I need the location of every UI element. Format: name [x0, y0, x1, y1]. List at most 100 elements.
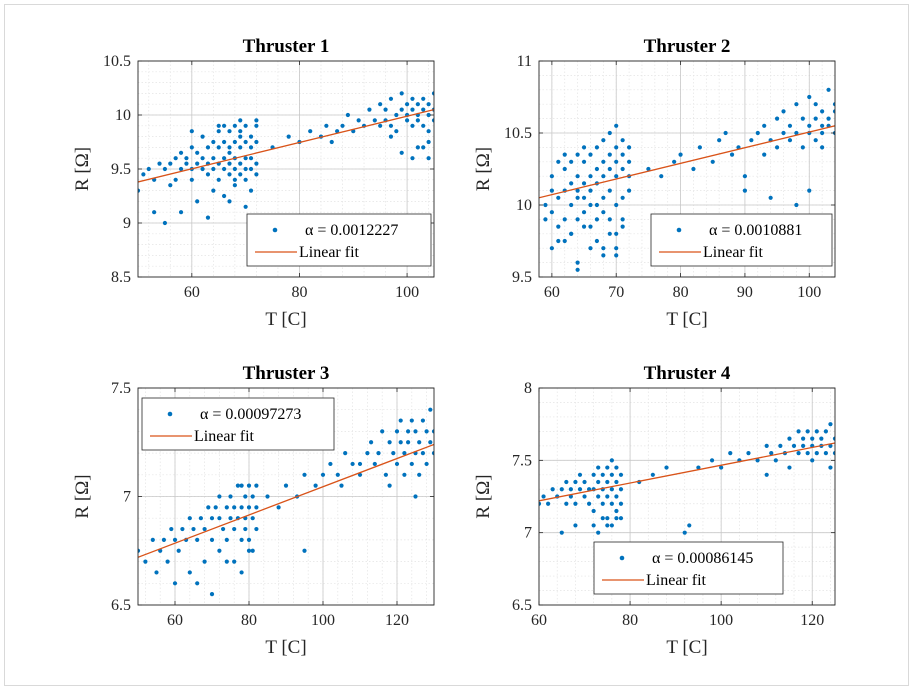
data-point: [550, 487, 555, 492]
data-point: [227, 161, 232, 166]
data-point: [387, 440, 392, 445]
data-point: [575, 195, 580, 200]
legend-marker-scatter: [676, 227, 682, 233]
data-point: [248, 166, 254, 172]
data-point: [787, 465, 792, 470]
data-point: [556, 195, 561, 200]
data-point: [820, 123, 825, 128]
data-point: [729, 152, 735, 157]
data-point: [350, 461, 355, 467]
data-point: [398, 418, 403, 423]
data-point: [189, 177, 194, 182]
data-point: [195, 581, 200, 586]
data-point: [404, 118, 410, 123]
data-point: [413, 429, 418, 434]
data-point: [283, 483, 289, 488]
data-point: [232, 177, 237, 182]
data-point: [581, 195, 587, 200]
data-point: [141, 172, 146, 177]
data-point: [178, 166, 184, 172]
data-point: [620, 195, 625, 200]
data-point: [605, 494, 610, 499]
data-point: [541, 494, 546, 499]
data-point: [239, 483, 244, 488]
y-tick-label: 7.5: [111, 380, 131, 397]
data-point: [216, 129, 221, 134]
data-point: [329, 139, 334, 145]
x-tick-label: 120: [800, 612, 824, 629]
data-point: [235, 483, 240, 488]
data-point: [618, 501, 624, 506]
data-point: [601, 210, 606, 215]
legend: α = 0.00086145 Linear fit: [593, 541, 784, 595]
data-point: [607, 166, 612, 172]
data-point: [549, 246, 554, 251]
data-point: [232, 526, 237, 532]
data-point: [238, 118, 243, 123]
data-point: [372, 461, 377, 467]
data-point: [138, 548, 141, 553]
data-point: [564, 479, 569, 485]
data-point: [659, 174, 664, 179]
data-point: [605, 479, 610, 485]
data-point: [168, 183, 173, 188]
data-point: [562, 166, 567, 172]
data-point: [609, 523, 614, 528]
data-point: [614, 508, 619, 514]
data-point: [222, 193, 227, 199]
data-point: [380, 429, 385, 434]
data-point: [157, 161, 162, 166]
data-point: [696, 465, 701, 470]
data-point: [211, 166, 216, 172]
data-point: [575, 260, 580, 265]
fit-line: [539, 442, 835, 502]
data-point: [755, 458, 760, 463]
x-tick-label: 70: [608, 284, 624, 301]
y-tick-label: 8: [524, 380, 532, 397]
data-point: [569, 181, 574, 186]
data-point: [222, 123, 227, 128]
data-point: [399, 150, 404, 155]
legend: α = 0.00097273 Linear fit: [141, 397, 335, 451]
data-point: [343, 451, 348, 456]
data-point: [402, 472, 407, 477]
data-point: [248, 134, 254, 139]
scatter-series: [138, 407, 434, 597]
data-point: [238, 172, 243, 177]
data-point: [600, 516, 605, 521]
data-point: [417, 440, 422, 445]
data-point: [801, 436, 806, 441]
data-point: [243, 139, 248, 145]
data-point: [569, 159, 574, 164]
data-point: [178, 150, 184, 155]
chart-title: Thruster 2: [644, 36, 731, 57]
data-point: [420, 451, 425, 456]
data-point: [742, 188, 748, 193]
data-point: [581, 159, 587, 164]
data-point: [421, 107, 426, 112]
data-point: [394, 129, 399, 134]
data-point: [823, 451, 828, 456]
data-point: [607, 130, 612, 136]
data-point: [211, 139, 216, 145]
y-tick-label: 10.5: [504, 125, 532, 142]
x-tick-label: 80: [241, 612, 257, 629]
data-point: [581, 181, 587, 186]
data-point: [250, 548, 255, 553]
data-point: [569, 202, 574, 208]
data-point: [388, 123, 394, 128]
data-point: [600, 501, 605, 506]
data-point: [428, 440, 433, 445]
data-point: [614, 231, 619, 236]
data-point: [794, 102, 799, 107]
data-point: [254, 161, 259, 166]
data-point: [588, 246, 593, 251]
data-point: [626, 159, 632, 164]
scatter-series: [543, 87, 835, 272]
chart-panel-3: 60 80 100 120 6.5 7 7.5 Thruster 3 T [C] R [Ω] α =…: [72, 363, 435, 658]
data-point: [410, 123, 415, 128]
data-point: [723, 130, 728, 136]
chart-panel-1: 60 80 100 8.5 9 9.5 10 10.5 Thruster 1 T [C] R [Ω]…: [72, 36, 435, 330]
data-point: [232, 559, 237, 564]
data-point: [378, 102, 383, 107]
